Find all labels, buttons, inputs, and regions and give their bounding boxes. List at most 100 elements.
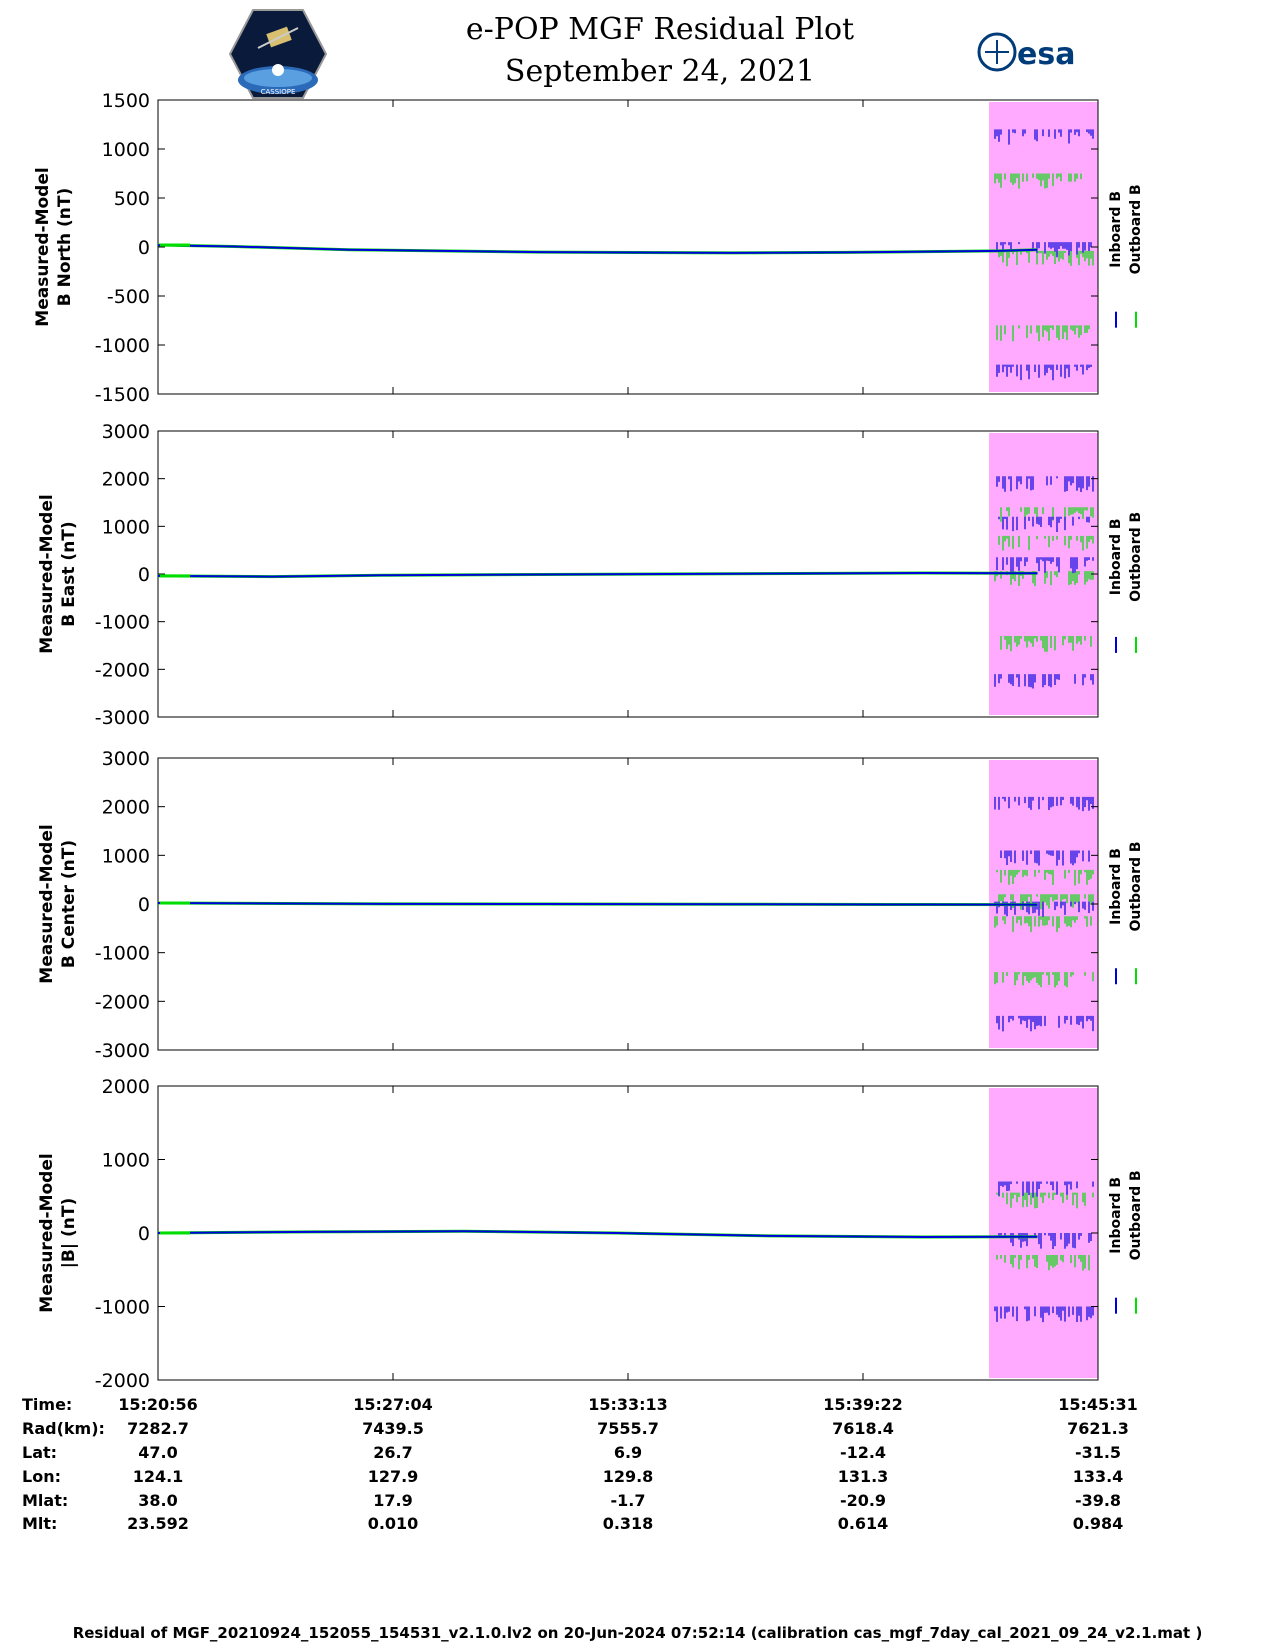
highlight-band — [989, 1088, 1098, 1378]
ephemeris-value: 38.0 — [138, 1491, 178, 1510]
ephemeris-value: 7618.4 — [832, 1419, 894, 1438]
y-tick-label: -3000 — [95, 707, 150, 729]
band-inboard-marks — [994, 674, 1094, 689]
ephemeris-row-label: Rad(km): — [22, 1419, 105, 1438]
ephemeris-value: 7439.5 — [362, 1419, 424, 1438]
band-inboard-marks — [998, 1181, 1094, 1198]
ephemeris-value: 15:39:22 — [823, 1395, 903, 1414]
y-tick-label: -3000 — [95, 1040, 150, 1062]
band-inboard-marks — [996, 242, 1092, 258]
y-tick-label: 1500 — [102, 90, 150, 112]
ephemeris-value: 47.0 — [138, 1443, 178, 1462]
ephemeris-value: -1.7 — [610, 1491, 646, 1510]
y-axis-label: Measured-Model — [37, 494, 57, 653]
ephemeris-value: 131.3 — [837, 1467, 889, 1486]
y-tick-label: -1500 — [95, 384, 150, 406]
legend-label: Inboard B — [1108, 1177, 1124, 1254]
y-axis-label: B East (nT) — [59, 521, 79, 626]
band-outboard-marks — [1000, 636, 1092, 652]
ephemeris-row-label: Mlt: — [22, 1514, 58, 1533]
svg-text:CASSIOPE: CASSIOPE — [261, 88, 296, 96]
y-tick-label: 3000 — [102, 421, 150, 443]
y-axis-label: Measured-Model — [33, 167, 53, 326]
ephemeris-value: -20.9 — [839, 1491, 887, 1510]
band-inboard-marks — [996, 364, 1092, 381]
ephemeris-value: 0.614 — [837, 1514, 889, 1533]
y-tick-label: 1000 — [102, 139, 150, 161]
ephemeris-value: 0.318 — [602, 1514, 654, 1533]
band-inboard-marks — [994, 796, 1094, 812]
y-tick-label: 2000 — [102, 797, 150, 819]
inboard-series-line — [157, 572, 1038, 578]
y-axis-label: Measured-Model — [37, 1153, 57, 1312]
band-outboard-marks — [994, 972, 1094, 988]
y-tick-label: -500 — [107, 286, 150, 308]
ephemeris-value: 0.984 — [1072, 1514, 1124, 1533]
y-axis-label: B Center (nT) — [59, 840, 79, 968]
ephemeris-value: 129.8 — [602, 1467, 654, 1486]
legend-label: Outboard B — [1128, 1170, 1144, 1260]
ephemeris-value: 124.1 — [132, 1467, 184, 1486]
highlight-band — [989, 102, 1098, 392]
band-outboard-marks — [998, 535, 1094, 551]
y-tick-label: -2000 — [95, 1370, 150, 1392]
ephemeris-value: 23.592 — [127, 1514, 189, 1533]
ephemeris-row-label: Lon: — [22, 1467, 61, 1486]
band-inboard-marks — [1000, 850, 1090, 866]
ephemeris-value: 7282.7 — [127, 1419, 189, 1438]
y-tick-label: 1000 — [102, 516, 150, 538]
ephemeris-value: 0.010 — [367, 1514, 419, 1533]
inboard-series-line — [157, 1230, 1038, 1238]
page-title: e-POP MGF Residual Plot — [465, 12, 855, 47]
y-tick-label: -1000 — [95, 612, 150, 634]
cassiope-logo: CASSIOPE — [228, 9, 328, 99]
band-outboard-marks — [996, 1255, 1090, 1271]
ephemeris-value: 17.9 — [373, 1491, 413, 1510]
y-tick-label: 500 — [114, 188, 150, 210]
band-outboard-marks — [1000, 507, 1094, 522]
footer-caption: Residual of MGF_20210924_152055_154531_v… — [72, 1624, 1203, 1642]
legend-label: Outboard B — [1128, 841, 1144, 931]
y-axis-label: |B| (nT) — [59, 1198, 79, 1269]
band-outboard-marks — [998, 894, 1094, 910]
ephemeris-value: -12.4 — [839, 1443, 887, 1462]
y-tick-label: 1000 — [102, 845, 150, 867]
y-tick-label: 2000 — [102, 1076, 150, 1098]
legend-label: Inboard B — [1108, 191, 1124, 268]
ephemeris-value: 15:20:56 — [118, 1395, 198, 1414]
band-inboard-marks — [996, 557, 1094, 574]
ephemeris-row-label: Lat: — [22, 1443, 58, 1462]
legend-label: Outboard B — [1128, 512, 1144, 602]
ephemeris-row-label: Time: — [22, 1395, 73, 1414]
ephemeris-value: 7555.7 — [597, 1419, 659, 1438]
band-outboard-marks — [996, 869, 1094, 886]
y-tick-label: 2000 — [102, 469, 150, 491]
ephemeris-value: 7621.3 — [1067, 1419, 1129, 1438]
band-outboard-marks — [994, 173, 1082, 189]
y-tick-label: 3000 — [102, 748, 150, 770]
ephemeris-value: 127.9 — [367, 1467, 419, 1486]
y-tick-label: 1000 — [102, 1150, 150, 1172]
ephemeris-row-label: Mlat: — [22, 1491, 69, 1510]
ephemeris-value: -39.8 — [1074, 1491, 1122, 1510]
inboard-series-line — [157, 902, 1038, 906]
ephemeris-value: 133.4 — [1072, 1467, 1124, 1486]
band-outboard-marks — [996, 325, 1090, 342]
y-tick-label: 0 — [138, 1223, 150, 1245]
y-axis-label: Measured-Model — [37, 824, 57, 983]
ephemeris-value: 6.9 — [613, 1443, 643, 1462]
band-inboard-marks — [998, 516, 1090, 532]
band-inboard-marks — [996, 476, 1094, 492]
band-inboard-marks — [994, 129, 1094, 145]
ephemeris-value: 15:27:04 — [353, 1395, 433, 1414]
y-tick-label: 0 — [138, 894, 150, 916]
svg-text:esa: esa — [1017, 37, 1075, 72]
ephemeris-value: 15:33:13 — [588, 1395, 668, 1414]
y-tick-label: -1000 — [95, 335, 150, 357]
band-inboard-marks — [994, 1306, 1094, 1323]
ephemeris-value: -31.5 — [1074, 1443, 1122, 1462]
y-tick-label: -2000 — [95, 659, 150, 681]
y-tick-label: 0 — [138, 564, 150, 586]
y-axis-label: B North (nT) — [55, 188, 75, 307]
